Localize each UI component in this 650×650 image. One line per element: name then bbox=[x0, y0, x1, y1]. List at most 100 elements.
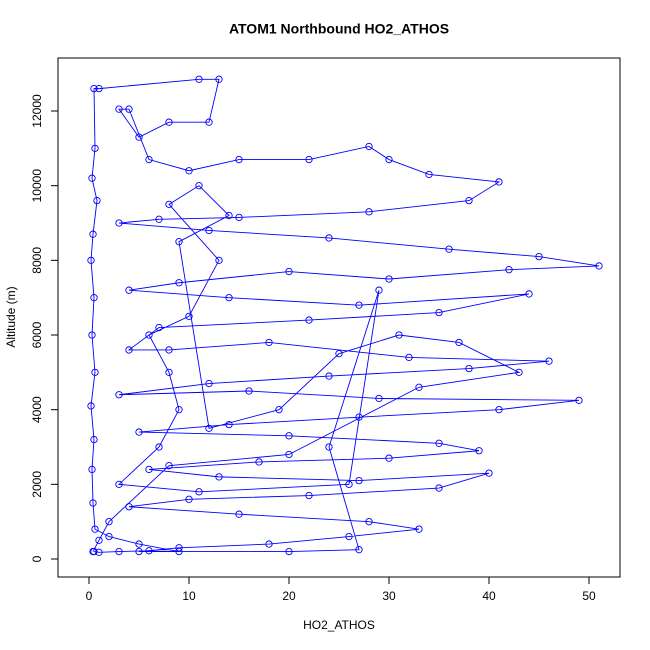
data-point bbox=[205, 226, 213, 235]
x-tick-label: 0 bbox=[86, 589, 93, 603]
x-tick-label: 20 bbox=[282, 589, 296, 603]
data-point bbox=[495, 406, 503, 414]
data-point bbox=[325, 443, 333, 451]
data-point bbox=[91, 368, 99, 376]
data-point bbox=[485, 469, 493, 477]
data-point bbox=[465, 364, 473, 373]
data-point bbox=[235, 155, 243, 164]
data-point bbox=[165, 118, 173, 126]
y-tick-label: 4000 bbox=[30, 396, 44, 423]
data-point bbox=[515, 368, 523, 376]
data-point bbox=[88, 331, 96, 339]
data-point bbox=[105, 532, 113, 541]
data-point bbox=[225, 294, 233, 302]
data-point bbox=[395, 331, 403, 339]
data-point bbox=[135, 540, 143, 548]
data-point bbox=[185, 167, 193, 175]
data-point bbox=[89, 547, 97, 556]
y-tick-label: 6000 bbox=[30, 321, 44, 348]
data-point bbox=[145, 547, 153, 555]
data-point bbox=[245, 387, 253, 395]
data-point bbox=[345, 480, 353, 488]
data-point bbox=[305, 316, 313, 324]
data-point bbox=[125, 286, 133, 294]
data-point bbox=[285, 267, 293, 276]
data-point bbox=[375, 286, 383, 294]
data-point bbox=[145, 465, 153, 474]
data-point bbox=[125, 503, 133, 511]
data-point bbox=[355, 301, 363, 309]
data-point bbox=[205, 379, 213, 388]
data-point bbox=[215, 256, 223, 264]
y-tick-label: 8000 bbox=[30, 247, 44, 274]
data-point bbox=[165, 462, 173, 470]
data-point bbox=[365, 208, 373, 216]
data-point bbox=[495, 178, 503, 186]
data-point bbox=[255, 458, 263, 466]
data-point bbox=[525, 290, 533, 298]
chart-title: ATOM1 Northbound HO2_ATHOS bbox=[229, 21, 449, 37]
data-point bbox=[205, 118, 213, 126]
data-point bbox=[155, 215, 163, 223]
data-point bbox=[165, 200, 173, 208]
data-point bbox=[205, 424, 213, 432]
data-point bbox=[215, 75, 223, 83]
data-point bbox=[93, 196, 101, 205]
y-axis-label: Altitude (m) bbox=[4, 286, 18, 347]
data-point bbox=[385, 275, 393, 283]
data-point bbox=[285, 450, 293, 459]
data-point bbox=[175, 238, 183, 246]
data-point bbox=[135, 133, 143, 141]
plot-frame bbox=[57, 57, 621, 578]
data-point bbox=[155, 443, 163, 451]
data-point bbox=[90, 435, 98, 444]
data-point bbox=[355, 476, 363, 485]
data-point bbox=[115, 547, 123, 556]
data-point bbox=[435, 308, 443, 317]
data-point bbox=[89, 230, 97, 238]
data-point bbox=[505, 266, 513, 274]
data-point bbox=[185, 495, 193, 503]
y-tick-label: 10000 bbox=[30, 169, 44, 203]
data-point bbox=[425, 170, 433, 179]
data-point bbox=[345, 532, 353, 541]
data-point bbox=[90, 294, 98, 302]
x-tick-label: 30 bbox=[382, 589, 396, 603]
data-point bbox=[175, 544, 183, 552]
data-point bbox=[125, 346, 133, 354]
x-axis-label: HO2_ATHOS bbox=[303, 618, 375, 632]
data-point bbox=[155, 323, 163, 332]
data-point bbox=[175, 547, 183, 556]
data-point bbox=[225, 211, 233, 220]
data-point bbox=[225, 420, 233, 429]
data-point bbox=[545, 357, 553, 365]
data-point bbox=[415, 525, 423, 533]
data-point bbox=[115, 391, 123, 399]
x-tick-label: 40 bbox=[482, 589, 496, 603]
data-point bbox=[445, 245, 453, 253]
data-point bbox=[135, 547, 143, 556]
data-point bbox=[125, 105, 133, 113]
data-point bbox=[87, 402, 95, 410]
data-point bbox=[135, 428, 143, 436]
data-point bbox=[575, 396, 583, 404]
data-point bbox=[175, 406, 183, 414]
data-point bbox=[90, 84, 98, 93]
data-point bbox=[165, 368, 173, 376]
data-point bbox=[165, 346, 173, 354]
data-point bbox=[305, 491, 313, 500]
data-point bbox=[185, 312, 193, 320]
y-tick-label: 12000 bbox=[30, 94, 44, 128]
data-point bbox=[115, 105, 123, 113]
data-point bbox=[235, 213, 243, 222]
data-point bbox=[475, 447, 483, 455]
data-point bbox=[195, 75, 203, 83]
data-point bbox=[195, 182, 203, 190]
data-point bbox=[335, 350, 343, 358]
data-point bbox=[89, 499, 97, 507]
data-point bbox=[91, 525, 99, 533]
data-point bbox=[95, 536, 103, 544]
data-point bbox=[145, 331, 153, 339]
data-point bbox=[355, 546, 363, 554]
data-point bbox=[145, 155, 153, 164]
